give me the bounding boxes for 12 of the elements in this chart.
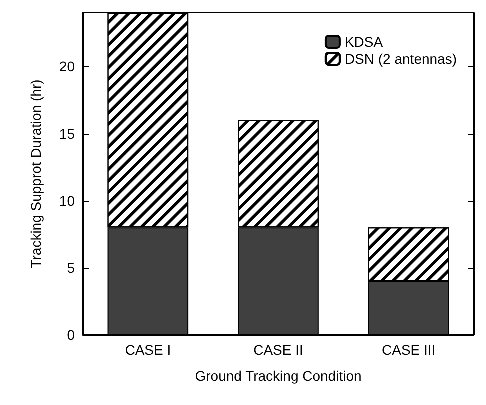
x-tick-label: CASE I [125, 342, 172, 358]
y-tick-label: 5 [67, 260, 76, 276]
y-tick-label: 20 [59, 58, 76, 75]
legend-label: DSN (2 antennas) [344, 51, 458, 67]
y-tick-label: 0 [67, 327, 76, 343]
legend-label: KDSA [344, 34, 384, 50]
x-axis-title: Ground Tracking Condition [195, 368, 362, 384]
x-tick-label: CASE II [254, 342, 304, 358]
y-tick-label: 10 [59, 192, 76, 209]
y-axis-title: Tracking Supprot Duration (hr) [28, 80, 44, 268]
x-tick-label: CASE III [382, 342, 436, 358]
y-tick-label: 15 [59, 126, 76, 142]
